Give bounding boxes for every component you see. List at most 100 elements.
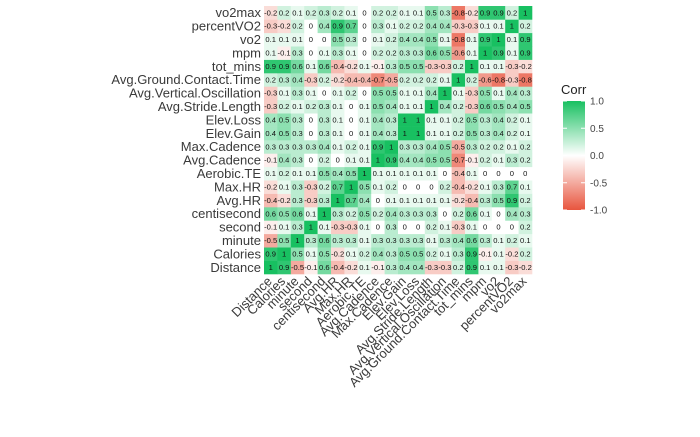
cell-value-label: 0.2 (373, 49, 384, 58)
cell-value-label: 0.1 (426, 169, 437, 178)
heatmap-cell-percentVO2-centisecond (317, 19, 332, 34)
cell-value-label: -0.2 (345, 62, 358, 71)
heatmap-cell-Max.HR-tot_mins (465, 180, 479, 194)
heatmap-cell-Avg.Ground.Contact.Time-Max.HR (344, 73, 359, 87)
heatmap-cell-centisecond-Avg.Vertical.Oscillation (438, 207, 452, 221)
heatmap-cell-Avg.Stride.Length-Distance (264, 99, 278, 114)
cell-value-label: 0.3 (332, 49, 343, 58)
heatmap-cell-Avg.Cadence-Avg.Stride.Length (424, 153, 439, 168)
heatmap-cell-tot_mins-Avg.Ground.Contact.Time (451, 59, 466, 74)
heatmap-cell-Calories-vo2 (491, 247, 506, 261)
cell-value-label: 0.3 (279, 142, 290, 151)
heatmap-cell-Calories-Distance (264, 247, 278, 261)
heatmap-cell-percentVO2-Max.Cadence (384, 19, 399, 34)
cell-value-label: 1 (362, 169, 366, 178)
heatmap-cell-Avg.Vertical.Oscillation-centisecond (317, 86, 332, 101)
heatmap-cell-mpm-Avg.HR (331, 46, 345, 60)
cell-value-label: 0.1 (413, 102, 424, 111)
heatmap-cell-tot_mins-Avg.Stride.Length (424, 59, 439, 74)
cell-value-label: 0.1 (359, 129, 370, 138)
cell-value-label: -0.5 (264, 236, 277, 245)
heatmap-cell-mpm-Avg.Stride.Length (424, 46, 439, 60)
cell-value-label: 0.3 (493, 183, 504, 192)
cell-value-label: 0.4 (426, 22, 437, 31)
cell-value-label: 0 (362, 22, 366, 31)
heatmap-cell-Avg.Stride.Length-second (304, 99, 318, 114)
heatmap-cell-Elev.Loss-Max.HR (344, 113, 359, 127)
heatmap-cell-Aerobic.TE-percentVO2 (505, 166, 519, 181)
cell-value-label: 0.2 (265, 75, 276, 84)
heatmap-cell-vo2max-minute (290, 6, 305, 20)
cell-value-label: -0.3 (345, 223, 358, 232)
cell-value-label: -0.1 (278, 49, 291, 58)
heatmap-cell-tot_mins-second (304, 59, 318, 74)
cell-value-label: 0.1 (493, 250, 504, 259)
heatmap-cell-percentVO2-Elev.Loss (411, 19, 426, 34)
cell-value-label: 0 (510, 223, 514, 232)
heatmap-cell-Aerobic.TE-vo2max (518, 166, 533, 181)
heatmap-cell-Distance-Avg.Stride.Length (424, 260, 439, 275)
cell-value-label: -0.2 (278, 22, 291, 31)
cell-value-label: 0.1 (292, 8, 303, 17)
heatmap-cell-labels: 1 0.9 -0.5 -0.1 0.6 -0.4 -0.2 0.1 -0.1 0.3 0.4 0.4-… (264, 8, 532, 272)
cell-value-label: 0.3 (292, 183, 303, 192)
legend-tick-label: -1.0 (590, 206, 608, 217)
heatmap-cell-vo2-Aerobic.TE (357, 32, 372, 47)
heatmap-cell-vo2-Avg.Ground.Contact.Time (451, 32, 466, 47)
cell-value-label: 0.3 (279, 75, 290, 84)
cell-value-label: 0.1 (466, 35, 477, 44)
cell-value-label: -0.4 (264, 196, 277, 205)
cell-value-label: -0.3 (505, 263, 518, 272)
heatmap-cell-Max.Cadence-vo2 (491, 140, 506, 154)
cell-value-label: 0.1 (399, 102, 410, 111)
heatmap-cell-Elev.Loss-second (304, 113, 318, 127)
heatmap-cell-Avg.Ground.Contact.Time-Calories (277, 73, 292, 87)
heatmap-cell-Avg.Cadence-Max.Cadence (384, 153, 399, 168)
heatmap-cell-Distance-second (304, 260, 318, 275)
cell-value-label: 0 (309, 129, 313, 138)
heatmap-cell-minute-mpm (478, 233, 493, 248)
heatmap-cell-tot_mins-tot_mins (465, 59, 479, 74)
cell-value-label: 0.2 (373, 209, 384, 218)
heatmap-cell-Max.HR-Max.HR (344, 180, 359, 194)
cell-value-label: 0.9 (507, 196, 518, 205)
cell-value-label: 0.2 (520, 196, 531, 205)
cell-value-label: 1 (470, 62, 474, 71)
heatmap-cell-vo2-Avg.Stride.Length (424, 32, 439, 47)
heatmap-cell-centisecond-percentVO2 (505, 207, 519, 221)
heatmap-cell-mpm-mpm (478, 46, 493, 60)
heatmap-cell-vo2max-vo2max (518, 6, 533, 20)
cell-value-label: 0.4 (373, 250, 384, 259)
heatmap-cell-tot_mins-minute (290, 59, 305, 74)
cell-value-label: 0.4 (319, 22, 330, 31)
heatmap-cell-vo2-Calories (277, 32, 292, 47)
heatmap-cell-Max.HR-Elev.Loss (411, 180, 426, 194)
heatmap-cell-vo2max-Elev.Loss (411, 6, 426, 20)
heatmap-cell-minute-Calories (277, 233, 292, 248)
cell-value-label: 0.9 (493, 8, 504, 17)
cell-value-label: 0.4 (493, 129, 504, 138)
cell-value-label: -0.2 (465, 8, 478, 17)
heatmap-cell-centisecond-Max.Cadence (384, 207, 399, 221)
heatmap-cell-Distance-Max.HR (344, 260, 359, 275)
cell-value-label: 0.4 (507, 102, 518, 111)
y-tick-label: mpm (232, 45, 261, 60)
heatmap-cell-Elev.Gain-vo2 (491, 126, 506, 141)
cell-value-label: -0.3 (465, 102, 478, 111)
y-tick-label: vo2 (240, 32, 261, 47)
cell-value-label: 0 (403, 183, 407, 192)
heatmap-cell-Avg.Ground.Contact.Time-centisecond (317, 73, 332, 87)
heatmap-cell-Avg.Vertical.Oscillation-Avg.Cadence (371, 86, 385, 101)
cell-value-label: 0.2 (279, 8, 290, 17)
heatmap-cell-Avg.Cadence-tot_mins (465, 153, 479, 168)
heatmap-cell-vo2max-Elev.Gain (398, 6, 412, 20)
heatmap-cell-vo2max-centisecond (317, 6, 332, 20)
y-tick-label: Aerobic.TE (197, 166, 262, 181)
heatmap-cell-Elev.Loss-Distance (264, 113, 278, 127)
heatmap-cell-Max.Cadence-Max.HR (344, 140, 359, 154)
cell-value-label: 0.3 (292, 116, 303, 125)
cell-value-label: 0.9 (332, 22, 343, 31)
heatmap-cell-Avg.Stride.Length-Avg.Ground.Contact.Time (451, 99, 466, 114)
cell-value-label: 0.6 (466, 236, 477, 245)
cell-value-label: 0.9 (466, 250, 477, 259)
